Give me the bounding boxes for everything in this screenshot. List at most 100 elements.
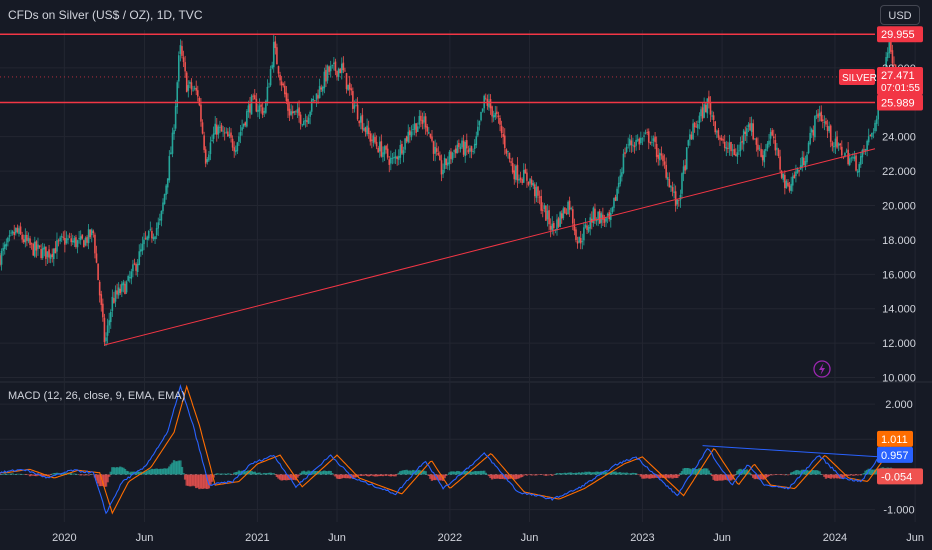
- candle-body: [390, 157, 392, 164]
- macd-histogram-bar: [704, 468, 707, 475]
- macd-histogram-bar: [369, 474, 372, 477]
- candle-body: [801, 156, 804, 168]
- macd-histogram-bar: [570, 472, 573, 475]
- macd-histogram-bar: [35, 474, 38, 477]
- candle-body: [477, 126, 479, 136]
- candle-body: [11, 231, 14, 234]
- candle-body: [734, 154, 737, 156]
- candle-body: [584, 224, 587, 228]
- candle-body: [396, 156, 398, 160]
- candle-body: [344, 70, 346, 72]
- candle-body: [484, 97, 487, 99]
- macd-histogram-bar: [552, 474, 556, 475]
- candle-body: [888, 34, 891, 54]
- candle-body: [359, 116, 362, 123]
- macd-histogram-bar: [560, 473, 563, 475]
- macd-histogram-bar: [753, 474, 756, 480]
- candle-body: [890, 33, 892, 52]
- candle-body: [426, 126, 429, 132]
- macd-histogram-bar: [810, 470, 813, 475]
- macd-histogram-bar: [261, 473, 264, 475]
- candle-body: [432, 141, 435, 154]
- macd-histogram-bar: [237, 470, 241, 475]
- macd-histogram-bar: [816, 470, 820, 475]
- candle-body: [317, 95, 319, 99]
- macd-histogram-bar: [312, 470, 315, 475]
- candle-body: [90, 229, 93, 236]
- candle-body: [516, 164, 519, 181]
- macd-histogram-bar: [169, 464, 173, 475]
- candle-body: [189, 81, 191, 84]
- lightning-icon: [813, 360, 831, 378]
- macd-histogram-bar: [402, 470, 405, 475]
- macd-histogram-bar: [92, 474, 95, 475]
- candle-body: [503, 135, 506, 149]
- candle-body: [589, 217, 592, 229]
- time-tick-label: 2020: [52, 532, 76, 544]
- candle-body: [507, 150, 509, 152]
- candle-body: [151, 230, 153, 239]
- candle-body: [540, 196, 542, 211]
- macd-histogram-bar: [720, 474, 723, 481]
- macd-histogram-bar: [778, 474, 782, 475]
- candle-body: [410, 131, 413, 138]
- macd-histogram-bar: [788, 474, 791, 475]
- macd-histogram-bar: [516, 474, 519, 479]
- macd-histogram-bar: [619, 472, 622, 475]
- price-tick-label: 14.000: [882, 304, 916, 316]
- candle-body: [187, 85, 190, 91]
- candle-body: [3, 244, 6, 250]
- macd-histogram-bar: [407, 470, 410, 475]
- macd-histogram-bar: [138, 471, 141, 475]
- macd-histogram-bar: [633, 473, 636, 475]
- macd-histogram-bar: [590, 472, 593, 475]
- macd-histogram-bar: [51, 473, 54, 475]
- candle-body: [746, 128, 748, 136]
- candle-body: [79, 236, 82, 241]
- macd-histogram-bar: [840, 474, 844, 479]
- macd-histogram-bar: [539, 474, 543, 475]
- candle-body: [247, 105, 250, 112]
- candle-body: [250, 95, 253, 115]
- macd-histogram-bar: [318, 471, 321, 475]
- macd-histogram-bar: [307, 470, 310, 475]
- candle-body: [852, 157, 854, 159]
- macd-histogram-bar: [577, 472, 581, 475]
- candle-body: [333, 62, 335, 65]
- macd-histogram-bar: [611, 471, 614, 475]
- macd-histogram-bar: [164, 468, 168, 475]
- macd-histogram-bar: [443, 474, 446, 479]
- currency-button[interactable]: USD: [880, 5, 920, 25]
- candle-body: [10, 232, 12, 234]
- macd-histogram-bar: [793, 471, 796, 475]
- macd-histogram-bar: [166, 468, 169, 475]
- candle-body: [716, 131, 718, 133]
- candle-body: [152, 237, 155, 240]
- candle-body: [276, 47, 278, 65]
- candle-body: [583, 227, 585, 241]
- candle-body: [798, 170, 800, 172]
- macd-histogram-bar: [547, 474, 551, 476]
- macd-histogram-bar: [326, 471, 329, 475]
- candle-body: [352, 91, 354, 109]
- candle-body: [399, 144, 402, 158]
- candle-body: [56, 240, 58, 252]
- candle-body: [154, 236, 156, 240]
- macd-histogram-bar: [869, 469, 872, 475]
- macd-histogram-bar: [380, 474, 383, 476]
- candle-body: [109, 311, 112, 323]
- candle-body: [253, 95, 256, 100]
- candle-body: [472, 151, 474, 152]
- candle-body: [692, 123, 694, 140]
- macd-histogram-bar: [723, 474, 726, 480]
- candle-body: [404, 138, 406, 150]
- candle-body: [768, 140, 770, 145]
- macd-histogram-bar: [638, 474, 641, 476]
- macd-histogram-bar: [115, 467, 119, 475]
- candle-body: [13, 232, 16, 235]
- candle-body: [448, 151, 451, 165]
- candle-body: [719, 137, 721, 140]
- macd-histogram-bar: [742, 469, 745, 475]
- macd-histogram-bar: [587, 471, 590, 475]
